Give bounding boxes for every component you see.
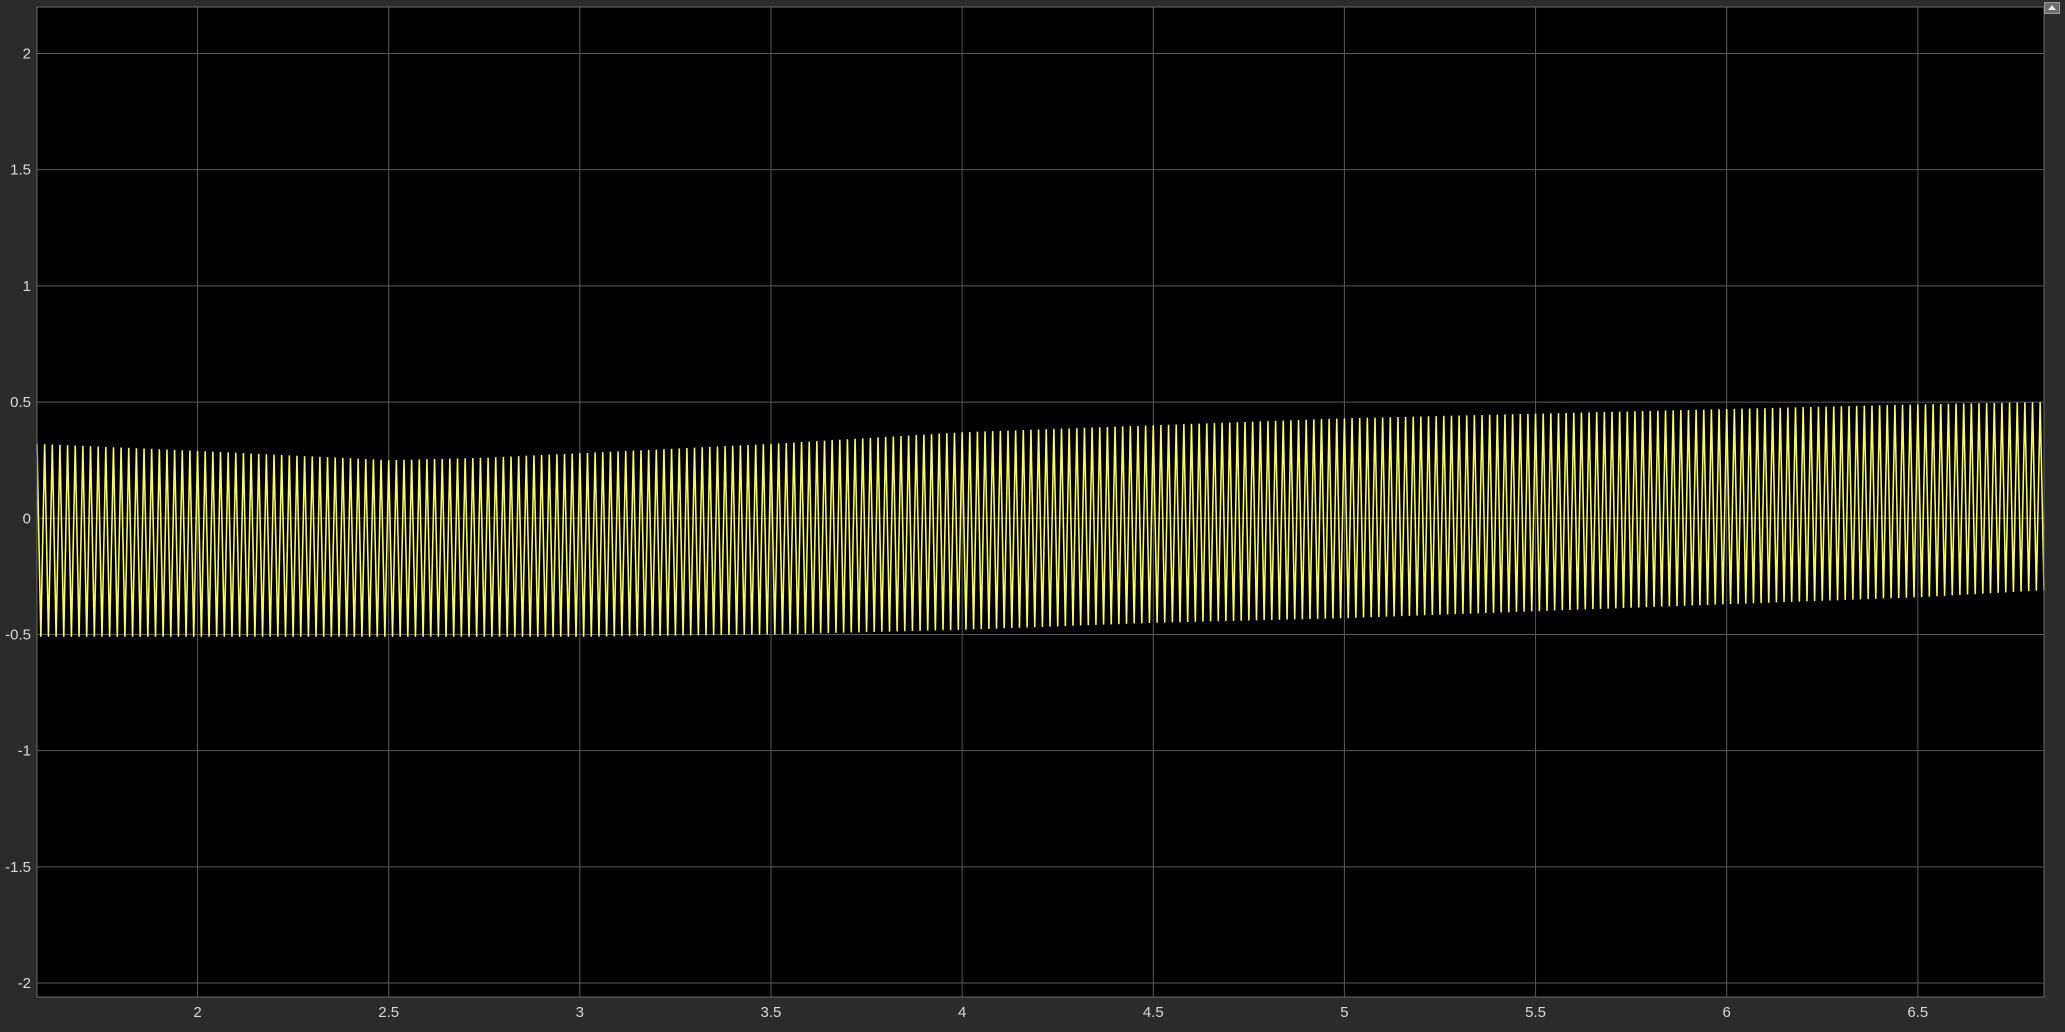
axes-frame [36, 6, 2045, 998]
y-tick-label: 1.5 [10, 162, 31, 179]
x-tick-label: 3 [576, 1004, 584, 1021]
y-tick-label: 1 [23, 278, 31, 295]
y-tick-label: 2 [23, 45, 31, 62]
x-tick-label: 5 [1340, 1004, 1348, 1021]
expand-arrow-icon[interactable] [2044, 2, 2060, 14]
arrow-up-icon [2048, 5, 2056, 10]
x-tick-label: 5.5 [1525, 1004, 1546, 1021]
y-tick-label: -2 [18, 975, 31, 992]
tick-labels: 2 2.5 3 3.5 4 4.5 5 5.5 6 6.5 2 1.5 1 0.5 0 -0.5 -1 -1.5 -… [5, 45, 1928, 1021]
y-tick-label: -1.5 [5, 859, 31, 876]
x-tick-label: 6 [1723, 1004, 1731, 1021]
series-signal [36, 402, 2045, 637]
series-line-highlight [36, 402, 2045, 637]
x-tick-label: 4 [958, 1004, 966, 1021]
y-tick-label: -0.5 [5, 626, 31, 643]
x-tick-label: 6.5 [1907, 1004, 1928, 1021]
y-tick-label: -1 [18, 743, 31, 760]
x-tick-label: 4.5 [1143, 1004, 1164, 1021]
y-tick-label: 0.5 [10, 394, 31, 411]
y-tick-label: 0 [23, 510, 31, 527]
x-tick-label: 2.5 [378, 1004, 399, 1021]
x-tick-label: 3.5 [761, 1004, 782, 1021]
x-tick-label: 2 [193, 1004, 201, 1021]
